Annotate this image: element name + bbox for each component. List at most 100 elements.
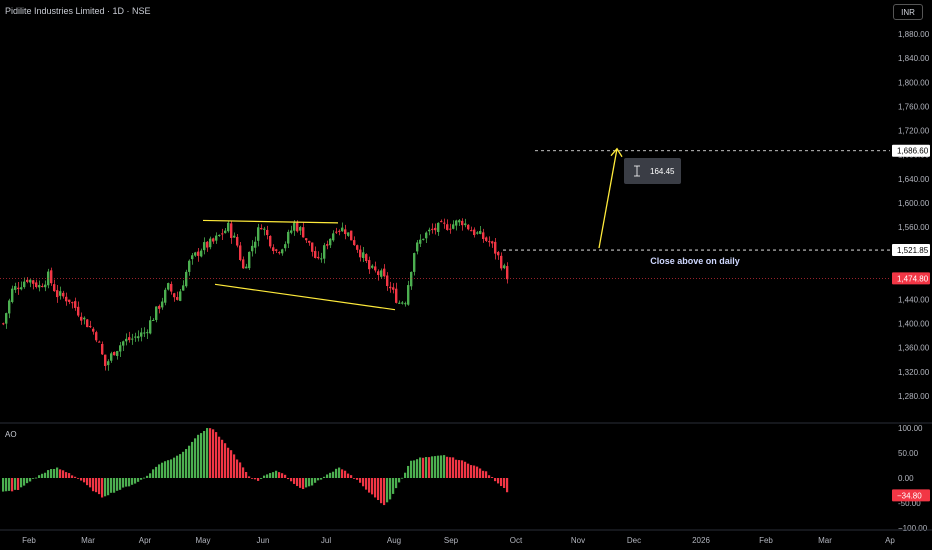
candle-body <box>446 224 449 230</box>
price-tick-label: 1,720.00 <box>898 127 930 136</box>
time-tick-label: Jul <box>321 536 331 545</box>
candle-body <box>476 232 479 234</box>
candle-body <box>488 241 491 243</box>
candle-body <box>308 240 311 243</box>
candle-body <box>80 316 83 321</box>
ao-bar <box>263 475 266 478</box>
candle-body <box>293 222 296 231</box>
candle-body <box>443 222 446 224</box>
ao-bar <box>194 438 197 478</box>
upper-trendline <box>202 219 339 224</box>
candle-body <box>101 343 104 355</box>
candle-body <box>272 247 275 251</box>
ao-bar <box>233 454 236 478</box>
ao-indicator-label[interactable]: AO <box>5 430 17 439</box>
ao-bar <box>488 475 491 478</box>
candle-body <box>386 275 389 287</box>
ao-bar <box>491 477 494 478</box>
ao-bar <box>107 478 110 496</box>
candle-body <box>113 351 116 356</box>
ao-bar <box>227 447 230 478</box>
ao-bar <box>443 455 446 478</box>
candle-body <box>269 235 272 247</box>
ao-bar <box>5 478 8 492</box>
candle-body <box>242 259 245 269</box>
ao-bar <box>182 451 185 478</box>
ao-bar <box>143 477 146 479</box>
price-tick-label: 1,800.00 <box>898 78 930 87</box>
ao-bar <box>50 469 53 478</box>
candle-body <box>20 287 23 290</box>
currency-button[interactable]: INR <box>893 4 923 20</box>
candle-body <box>5 313 8 324</box>
ao-bar <box>398 478 401 483</box>
ao-bar <box>371 478 374 495</box>
candle-body <box>395 288 398 303</box>
ao-bar <box>257 478 260 481</box>
candle-body <box>500 255 503 269</box>
ao-bar <box>341 469 344 478</box>
ao-bar <box>23 478 26 486</box>
candle-body <box>467 224 470 230</box>
candle-body <box>176 297 179 300</box>
candle-body <box>371 265 374 268</box>
price-tick-label: 1,400.00 <box>898 320 930 329</box>
ao-bar <box>140 478 143 480</box>
candle-body <box>179 291 182 301</box>
ao-bar <box>95 478 98 493</box>
ao-bar <box>440 455 443 478</box>
candle-body <box>485 237 488 241</box>
ao-bar <box>185 449 188 478</box>
ao-bar <box>215 432 218 478</box>
candle-body <box>377 271 380 276</box>
ao-bar <box>314 478 317 483</box>
ao-bar <box>260 478 263 479</box>
candle-body <box>473 229 476 236</box>
candle-body <box>341 227 344 232</box>
ao-bar <box>497 478 500 484</box>
candle-body <box>56 290 59 298</box>
ao-bar <box>218 436 221 478</box>
candle-body <box>107 361 110 366</box>
ao-bar <box>323 476 326 478</box>
ao-bar <box>242 467 245 478</box>
candle-body <box>383 268 386 277</box>
drawings-layer[interactable]: 164.45 Close above on daily <box>0 147 890 311</box>
candle-body <box>332 233 335 241</box>
candle-body <box>347 232 350 236</box>
candle-body <box>224 230 227 234</box>
ao-bar <box>110 478 113 493</box>
time-tick-label: Ap <box>885 536 895 545</box>
ao-bar <box>377 478 380 501</box>
candle-body <box>188 260 191 272</box>
candle-body <box>65 296 68 302</box>
candle-body <box>227 222 230 232</box>
ao-bar <box>302 478 305 490</box>
candle-body <box>254 241 257 248</box>
candle-body <box>452 224 455 229</box>
ao-bar <box>458 460 461 478</box>
candle-body <box>437 222 440 232</box>
candle-body <box>125 338 128 342</box>
ao-bar <box>500 478 503 487</box>
candle-body <box>83 317 86 320</box>
ao-bar <box>479 468 482 478</box>
candle-body <box>2 323 5 325</box>
candle-body <box>260 227 263 230</box>
price-tick-label: 1,600.00 <box>898 199 930 208</box>
candle-body <box>416 242 419 252</box>
candle-body <box>248 251 251 269</box>
candle-body <box>8 300 11 314</box>
ao-bar <box>449 457 452 478</box>
time-tick-label: May <box>195 536 210 545</box>
time-tick-label: Sep <box>444 536 459 545</box>
candle-body <box>449 228 452 230</box>
candle-body <box>263 228 266 230</box>
ao-bar <box>77 478 80 479</box>
price-tick-label: 1,440.00 <box>898 295 930 304</box>
candle-body <box>422 238 425 240</box>
candle-body <box>221 233 224 235</box>
candle-body <box>122 341 125 346</box>
ao-bar <box>56 467 59 478</box>
